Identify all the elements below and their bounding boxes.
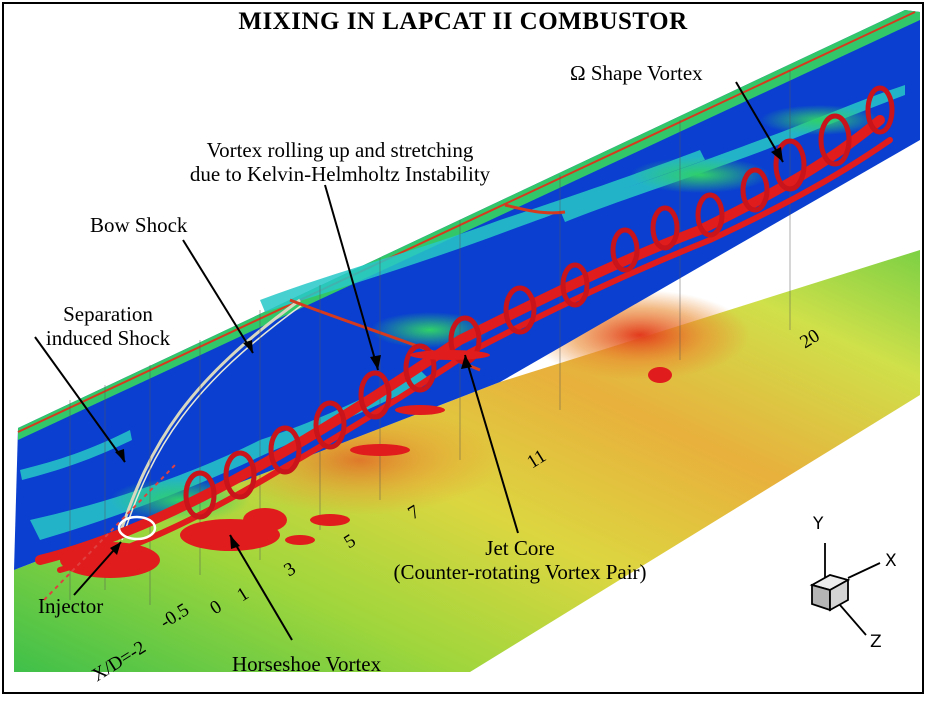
- upper-wall-strip: [18, 10, 920, 440]
- vortex-coils: [183, 85, 895, 520]
- label-sep-line2: induced Shock: [45, 326, 171, 350]
- label-injector: Injector: [38, 594, 104, 618]
- label-jet-core: Jet Core (Counter-rotating Vortex Pair): [330, 536, 710, 584]
- label-jet-line1: Jet Core: [485, 536, 555, 560]
- bow-shock-inner: [121, 304, 303, 541]
- figure-title: MIXING IN LAPCAT II COMBUSTOR: [238, 8, 688, 35]
- upper-wall-line: [17, 11, 916, 433]
- bow-shock: [116, 298, 301, 541]
- leader-jet: [464, 354, 519, 534]
- label-kelvin-helmholtz: Vortex rolling up and stretching due to …: [135, 138, 545, 186]
- label-kh-line2: due to Kelvin-Helmholtz Instability: [189, 162, 491, 186]
- symmetry-plane: [14, 10, 920, 570]
- label-kh-line1: Vortex rolling up and stretching: [206, 138, 474, 162]
- label-jet-line2: (Counter-rotating Vortex Pair): [393, 560, 647, 584]
- label-separation-shock: Separation induced Shock: [28, 302, 188, 350]
- leader-lines: [34, 81, 784, 641]
- leader-kh: [324, 184, 379, 371]
- axis-x-label: X: [885, 551, 897, 571]
- leader-separation: [34, 336, 126, 463]
- label-horseshoe-vortex: Horseshoe Vortex: [232, 652, 382, 676]
- label-omega-vortex: Ω Shape Vortex: [570, 61, 703, 85]
- leader-horseshoe: [229, 534, 293, 641]
- label-sep-line1: Separation: [63, 302, 153, 326]
- axis-y-label: Y: [813, 514, 824, 534]
- axis-z-label: Z: [870, 632, 882, 652]
- axes-triad: [809, 543, 881, 636]
- leader-bow: [182, 239, 254, 354]
- leader-arrowheads: [110, 147, 783, 555]
- injector-marker: [117, 515, 157, 541]
- label-bow-shock: Bow Shock: [90, 213, 188, 237]
- leader-omega: [735, 81, 784, 163]
